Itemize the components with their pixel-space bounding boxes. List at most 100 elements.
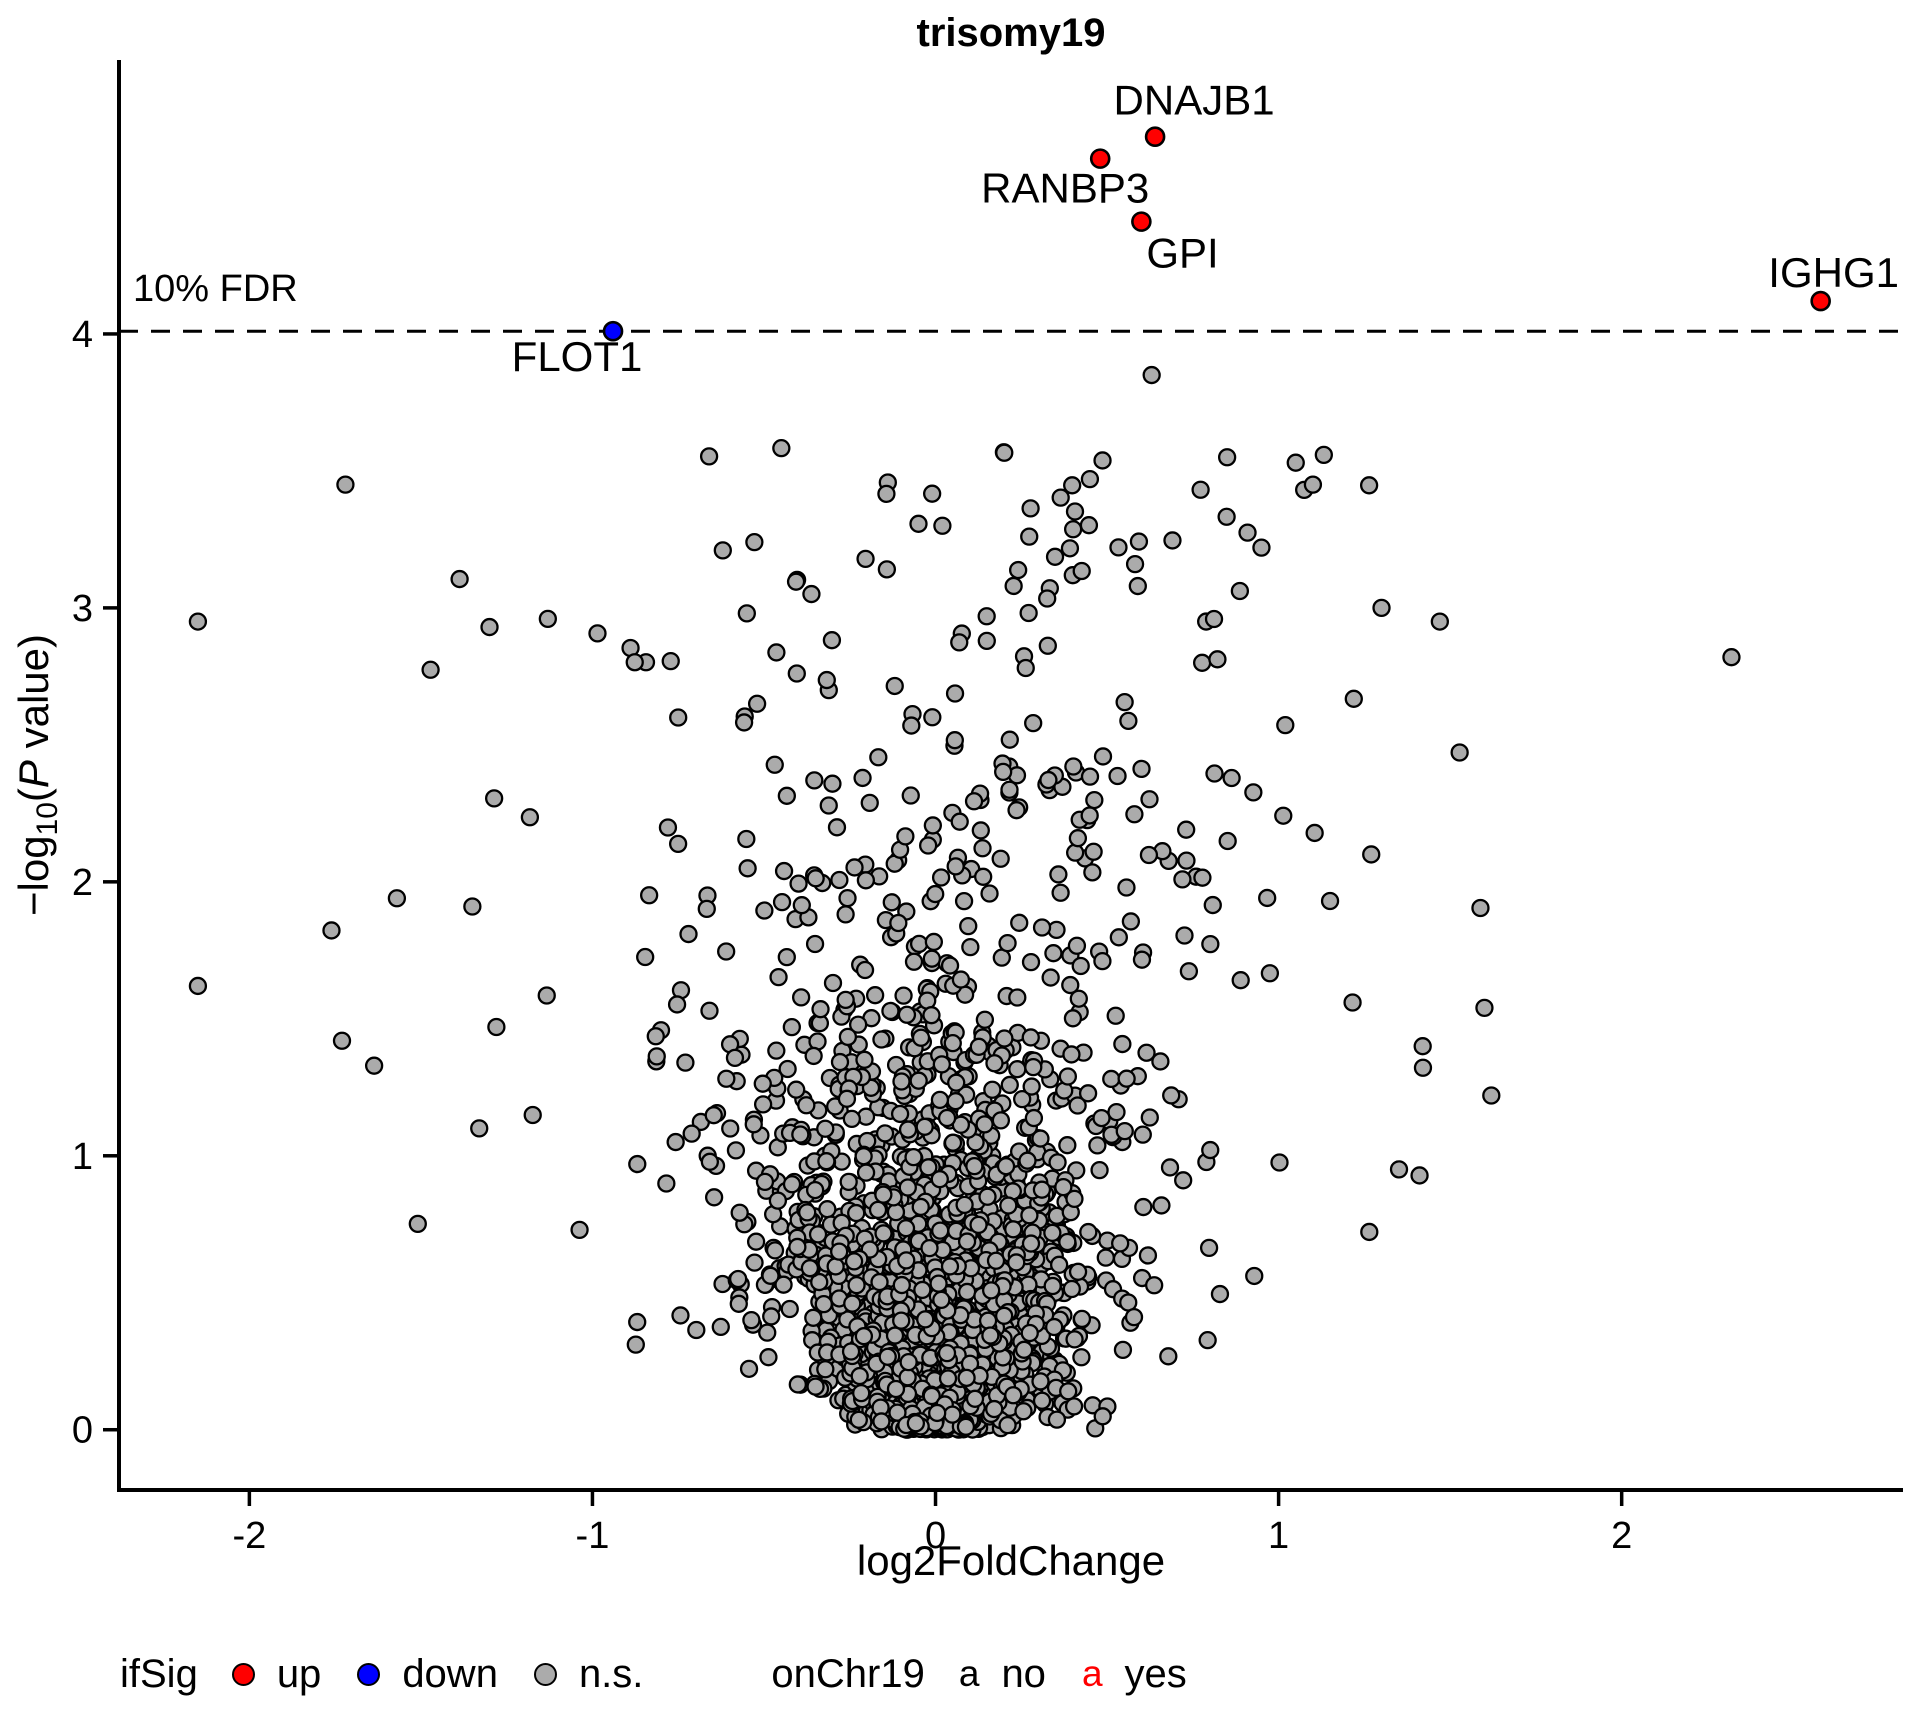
ns-point — [671, 1306, 690, 1325]
ns-point — [1041, 968, 1060, 987]
ns-point — [1083, 863, 1102, 882]
ns-point — [1047, 1410, 1067, 1429]
ns-point — [1205, 764, 1224, 783]
ns-point — [788, 1375, 807, 1394]
ns-point — [1092, 1108, 1111, 1128]
ns-point — [816, 1119, 835, 1138]
ns-point — [847, 1275, 866, 1295]
ns-point — [738, 859, 757, 878]
ns-point — [943, 1133, 963, 1152]
ns-point — [1069, 989, 1088, 1008]
ns-point — [1208, 650, 1227, 669]
ns-point — [717, 1069, 736, 1088]
ns-point — [1013, 1089, 1032, 1109]
ns-point — [1359, 476, 1379, 495]
ns-point — [797, 1096, 816, 1115]
ns-point — [1007, 1253, 1026, 1272]
ns-point — [844, 1252, 864, 1271]
ns-point — [1193, 868, 1212, 887]
ns-point — [1031, 1129, 1050, 1148]
ns-point — [956, 1417, 976, 1436]
ns-point — [996, 1157, 1016, 1176]
ns-point — [940, 956, 960, 975]
ns-point — [1109, 538, 1128, 557]
ns-point — [470, 1119, 489, 1138]
ns-point — [725, 1048, 745, 1068]
ns-point — [745, 533, 764, 552]
ns-point — [742, 1310, 761, 1330]
ns-point — [817, 670, 836, 690]
ns-point — [713, 541, 732, 560]
ns-point — [772, 892, 792, 912]
ns-point — [1152, 1196, 1171, 1215]
ns-point — [704, 1106, 723, 1125]
ns-point — [1413, 1037, 1432, 1056]
ns-point — [1320, 891, 1340, 911]
ns-point — [994, 762, 1013, 782]
ns-point — [938, 1369, 958, 1388]
ns-point — [1043, 1276, 1062, 1296]
ns-point — [999, 1196, 1018, 1215]
y-axis-title-prefix: −log — [10, 835, 57, 916]
ns-point — [919, 836, 938, 855]
ns-point — [1362, 845, 1381, 864]
ns-point — [994, 1306, 1014, 1325]
ns-point — [923, 708, 942, 727]
ns-point — [886, 1379, 906, 1399]
ns-point — [1000, 780, 1019, 799]
ns-point — [959, 916, 978, 936]
ns-point — [1204, 609, 1224, 629]
ns-point — [704, 1188, 724, 1207]
ns-point — [1090, 1160, 1109, 1180]
ns-point — [537, 986, 556, 1005]
ns-point — [998, 1416, 1017, 1435]
ns-point — [945, 684, 965, 703]
ns-point — [915, 1117, 934, 1136]
ns-point — [1049, 865, 1068, 884]
ns-point — [767, 643, 786, 662]
ns-point — [1065, 1330, 1084, 1349]
ns-point — [1032, 1180, 1052, 1199]
ns-point — [1113, 1034, 1132, 1054]
ns-point — [1093, 951, 1112, 971]
gene-point-GPI — [1131, 211, 1152, 232]
ns-point — [538, 609, 557, 629]
ns-point — [1024, 1057, 1043, 1077]
ns-point — [922, 1386, 941, 1406]
ns-point — [1093, 1407, 1112, 1426]
ns-point — [1058, 1067, 1078, 1086]
ns-point — [973, 839, 992, 858]
x-tick-label: -1 — [576, 1515, 610, 1557]
ns-point — [898, 1120, 918, 1139]
ns-point — [897, 1251, 916, 1270]
ns-point — [1344, 689, 1363, 708]
ns-point — [849, 1410, 868, 1429]
ns-point — [1038, 636, 1057, 655]
ns-point — [1133, 1125, 1152, 1144]
ns-point — [787, 664, 806, 683]
ns-point — [1217, 448, 1237, 467]
ns-point — [904, 952, 924, 971]
ns-point — [897, 1005, 917, 1024]
ns-point — [1108, 766, 1127, 786]
ns-point — [909, 1071, 928, 1090]
legend-label-up: up — [276, 1651, 322, 1696]
ns-point — [1129, 532, 1149, 551]
ns-point — [965, 1389, 985, 1408]
ns-point — [940, 1257, 960, 1276]
ns-point — [1018, 1151, 1037, 1170]
ns-point — [1111, 1234, 1130, 1253]
ns-point — [961, 937, 980, 957]
ns-point — [882, 893, 901, 912]
ns-point — [1061, 975, 1080, 995]
ns-point — [726, 1141, 746, 1160]
ns-point — [1274, 806, 1293, 825]
ns-point — [1218, 831, 1237, 851]
ns-point — [932, 1055, 951, 1074]
ns-point — [1303, 475, 1323, 494]
ns-point — [1722, 648, 1741, 667]
ns-point — [1107, 1102, 1126, 1122]
ns-point — [774, 1275, 793, 1294]
ns-point — [869, 748, 888, 767]
ns-point — [955, 1195, 974, 1215]
